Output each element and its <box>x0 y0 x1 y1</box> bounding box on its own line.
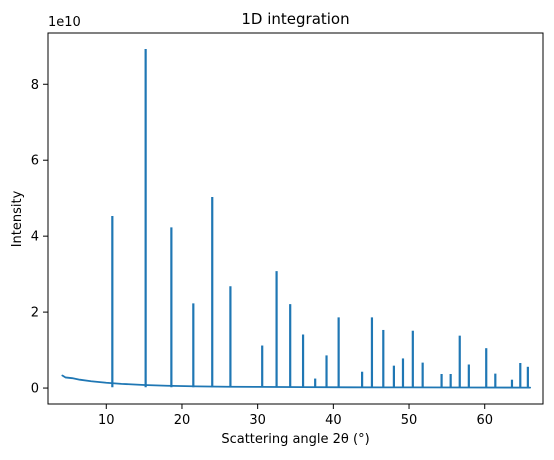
x-tick-label: 50 <box>401 413 418 428</box>
y-tick-label: 4 <box>31 230 39 245</box>
y-tick-label: 0 <box>31 382 39 397</box>
x-tick-label: 30 <box>249 413 266 428</box>
plot-area: 10 20 30 40 50 60 0 2 4 6 8 <box>31 32 544 428</box>
y-tick-label: 6 <box>31 154 39 169</box>
x-axis-label: Scattering angle 2θ (°) <box>221 432 369 447</box>
axes-frame <box>47 32 544 405</box>
x-tick-label: 20 <box>174 413 191 428</box>
chart-title: 1D integration <box>241 10 349 28</box>
x-tick-label: 60 <box>476 413 493 428</box>
y-axis-label: Intensity <box>10 190 25 247</box>
y-tick-label: 8 <box>31 78 39 93</box>
y-offset-text: 1e10 <box>48 15 81 30</box>
x-tick-label: 40 <box>325 413 342 428</box>
x-tick-label: 10 <box>98 413 115 428</box>
y-tick-label: 2 <box>31 306 39 321</box>
series-baseline-line <box>61 374 532 389</box>
